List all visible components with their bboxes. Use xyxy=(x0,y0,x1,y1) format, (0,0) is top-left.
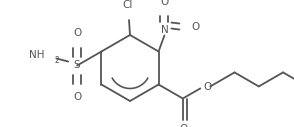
Text: 2: 2 xyxy=(54,56,59,65)
Text: O: O xyxy=(160,0,168,6)
Text: O: O xyxy=(73,92,81,102)
Text: O: O xyxy=(191,21,200,31)
Text: Cl: Cl xyxy=(123,0,133,10)
Text: O: O xyxy=(73,28,81,38)
Text: S: S xyxy=(74,60,81,70)
Text: NH: NH xyxy=(29,51,44,60)
Text: O: O xyxy=(180,124,188,127)
Text: N: N xyxy=(161,25,168,35)
Text: O: O xyxy=(203,82,212,92)
